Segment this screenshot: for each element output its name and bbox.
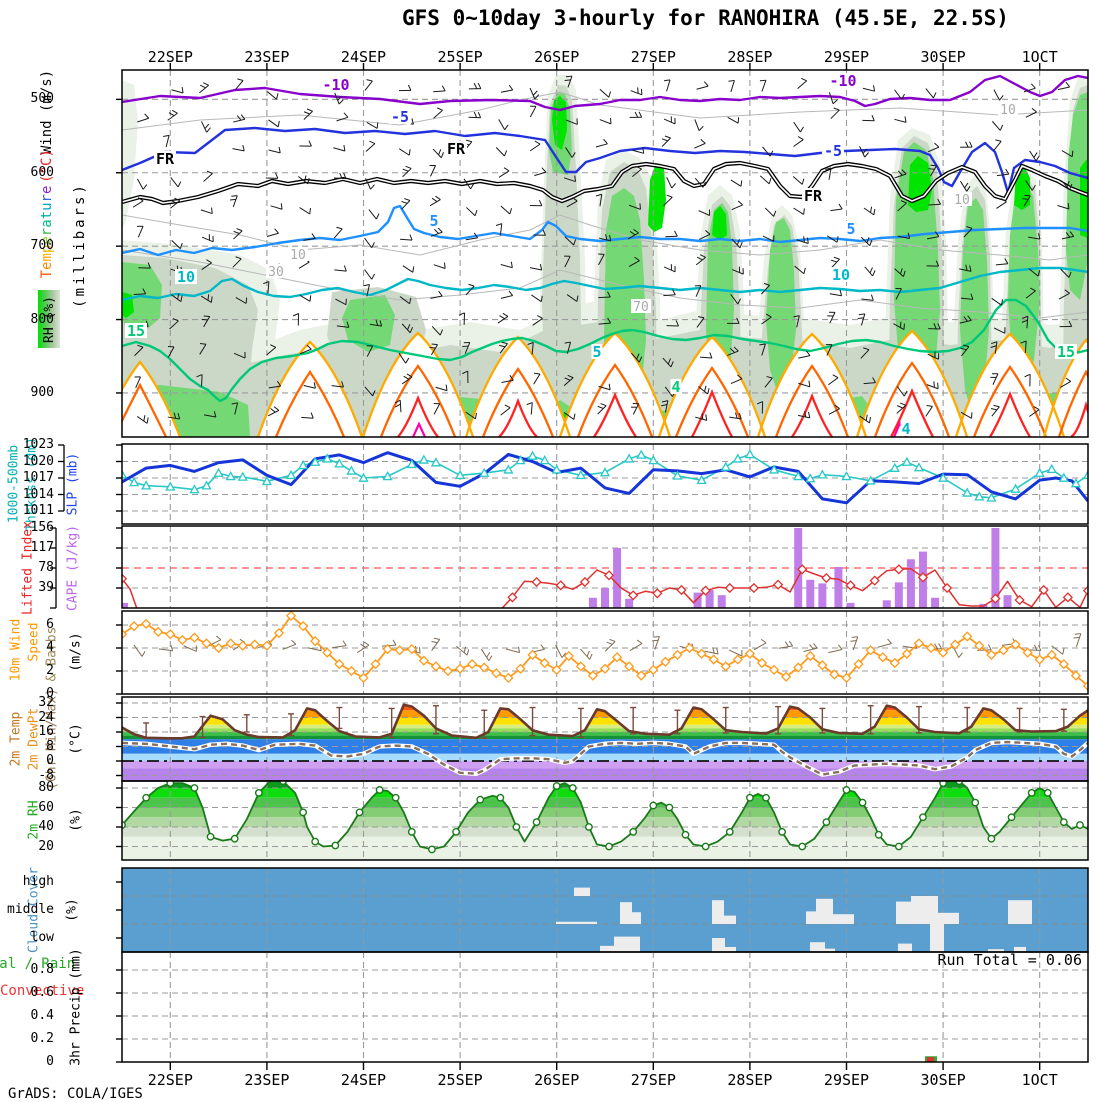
precip-tick-label: 0.2 <box>0 1031 54 1046</box>
temperature-letter: e <box>39 186 55 194</box>
date-label-bottom: 27SEP <box>618 1071 688 1089</box>
svg-text:4: 4 <box>901 420 910 438</box>
temp-tick-label: 8 <box>0 739 54 754</box>
cape-tick-label: 156 <box>0 520 54 535</box>
svg-text:10: 10 <box>290 248 306 263</box>
cloud-tick-label: high <box>0 874 54 889</box>
temperature-letter: r <box>39 228 55 236</box>
precip-tick-label: 0 <box>0 1054 54 1069</box>
axis-label-ms: (m/s) <box>69 632 84 671</box>
date-label-bottom: 24SEP <box>329 1071 399 1089</box>
temperature-letter: a <box>39 219 55 227</box>
date-label-top: 24SEP <box>329 48 399 66</box>
date-label-bottom: 30SEP <box>908 1071 978 1089</box>
svg-text:15: 15 <box>127 322 145 340</box>
temp-tick-label: 0 <box>0 753 54 768</box>
rh-tick-label: 40 <box>0 819 54 834</box>
precip-tick-label: 0.4 <box>0 1008 54 1023</box>
rh-tick-label: 20 <box>0 839 54 854</box>
cloud-tick-label: low <box>0 930 54 945</box>
axis-label-cape: CAPE (J/kg) <box>66 525 81 611</box>
date-label-top: 28SEP <box>715 48 785 66</box>
slp-tick-label: 1011 <box>0 503 54 518</box>
date-label-bottom: 22SEP <box>135 1071 205 1089</box>
cloud-tick-label: middle <box>0 902 54 917</box>
svg-text:10: 10 <box>832 266 850 284</box>
date-label-bottom: 23SEP <box>232 1071 302 1089</box>
temp-tick-label: 16 <box>0 724 54 739</box>
cape-tick-label: 39 <box>0 580 54 595</box>
axis-label-3hr-precip: 3hr Precip (mm) <box>69 948 84 1065</box>
pressure-tick-label: 500 <box>0 91 54 106</box>
axis-label-temperature: Temperature <box>39 186 55 279</box>
svg-text:FR: FR <box>156 150 175 168</box>
date-label-bottom: 28SEP <box>715 1071 785 1089</box>
temperature-letter: T <box>39 270 55 278</box>
date-label-bottom: 1OCT <box>1005 1071 1075 1089</box>
date-label-top: 29SEP <box>812 48 882 66</box>
temperature-letter: e <box>39 262 55 270</box>
svg-text:10: 10 <box>177 268 195 286</box>
svg-text:5: 5 <box>846 220 855 238</box>
date-label-top: 25SEP <box>425 48 495 66</box>
slp-tick-label: 1020 <box>0 454 54 469</box>
cape-tick-label: 78 <box>0 560 54 575</box>
temperature-letter: m <box>39 253 55 261</box>
rh-tick-label: 80 <box>0 780 54 795</box>
svg-text:FR: FR <box>804 187 823 205</box>
axis-label-wind-ms: Wind (m/s) <box>39 70 55 154</box>
date-label-top: 23SEP <box>232 48 302 66</box>
svg-text:70: 70 <box>633 300 649 315</box>
date-label-bottom: 25SEP <box>425 1071 495 1089</box>
svg-text:15: 15 <box>1057 343 1075 361</box>
axis-label-pct-cloud: (%) <box>65 898 80 921</box>
precip-tick-label: 0.6 <box>0 985 54 1000</box>
svg-text:FR: FR <box>447 140 466 158</box>
date-label-bottom: 29SEP <box>812 1071 882 1089</box>
wind-tick-label: 2 <box>0 663 54 678</box>
date-label-bottom: 26SEP <box>522 1071 592 1089</box>
svg-text:10: 10 <box>1000 103 1016 118</box>
date-label-top: 30SEP <box>908 48 978 66</box>
slp-tick-label: 1023 <box>0 437 54 452</box>
precip-tick-label: 0.8 <box>0 962 54 977</box>
svg-text:10: 10 <box>954 193 970 208</box>
svg-text:-10: -10 <box>322 76 349 94</box>
slp-tick-label: 1017 <box>0 470 54 485</box>
date-label-top: 22SEP <box>135 48 205 66</box>
cape-tick-label: 117 <box>0 540 54 555</box>
temp-tick-label: 24 <box>0 710 54 725</box>
temperature-letter: u <box>39 202 55 210</box>
pressure-tick-label: 600 <box>0 165 54 180</box>
svg-text:-10: -10 <box>829 72 856 90</box>
axis-label-slp: SLP (mb) <box>66 453 81 516</box>
svg-text:5: 5 <box>592 343 601 361</box>
svg-text:5: 5 <box>429 212 438 230</box>
pressure-tick-label: 800 <box>0 312 54 327</box>
axis-label-degc-2m: (°C) <box>69 723 84 754</box>
pressure-tick-label: 900 <box>0 385 54 400</box>
svg-text:-5: -5 <box>824 142 842 160</box>
temperature-letter: r <box>39 194 55 202</box>
date-label-top: 26SEP <box>522 48 592 66</box>
svg-text:-5: -5 <box>391 108 409 126</box>
temperature-letter: t <box>39 211 55 219</box>
run-total-text: Run Total = 0.06 <box>820 951 1082 969</box>
slp-tick-label: 1014 <box>0 487 54 502</box>
pressure-tick-label: 700 <box>0 238 54 253</box>
svg-text:4: 4 <box>671 378 680 396</box>
date-label-top: 27SEP <box>618 48 688 66</box>
temp-tick-label: 32 <box>0 695 54 710</box>
svg-text:30: 30 <box>268 265 284 280</box>
wind-tick-label: 4 <box>0 640 54 655</box>
date-label-top: 1OCT <box>1005 48 1075 66</box>
axis-label-millibars: (millibars) <box>72 182 88 308</box>
rh-tick-label: 60 <box>0 800 54 815</box>
axis-label-pct-rh: (%) <box>69 808 84 831</box>
wind-tick-label: 6 <box>0 617 54 632</box>
